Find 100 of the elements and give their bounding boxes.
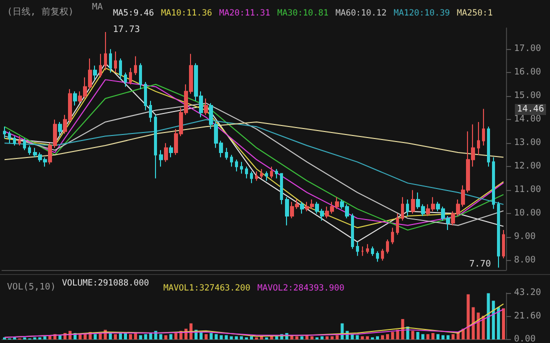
candlestick xyxy=(154,114,157,179)
bar xyxy=(129,334,132,340)
bar xyxy=(169,334,172,340)
candlestick xyxy=(401,196,404,222)
bar xyxy=(78,334,82,340)
candlestick xyxy=(366,244,369,254)
bar xyxy=(310,336,314,340)
text: MA5:9.46 xyxy=(113,8,154,18)
candlestick xyxy=(497,201,500,268)
bar xyxy=(381,335,384,340)
bar xyxy=(336,335,339,340)
bar xyxy=(234,336,238,340)
candlestick xyxy=(13,136,16,146)
bar xyxy=(411,330,414,340)
candlestick xyxy=(204,98,208,116)
candlestick xyxy=(245,166,248,179)
text: MA250:1 xyxy=(456,8,493,18)
candlestick xyxy=(99,53,102,78)
bar xyxy=(421,334,424,340)
bar xyxy=(356,335,359,340)
bar xyxy=(139,335,142,340)
candlestick xyxy=(275,168,278,179)
y-tick-label: 21.60 xyxy=(514,311,542,322)
bar xyxy=(270,336,274,340)
candlestick xyxy=(477,121,480,156)
candlestick xyxy=(58,121,62,137)
text: MA60:10.12 xyxy=(335,8,387,18)
bar xyxy=(108,333,112,340)
candlestick xyxy=(104,31,107,71)
bar xyxy=(43,336,46,340)
line-series xyxy=(4,102,504,226)
candlestick xyxy=(381,248,384,262)
candlestick xyxy=(169,144,173,158)
bar xyxy=(466,294,470,340)
candlestick xyxy=(406,199,409,216)
text: MA30:10.81 xyxy=(277,8,328,18)
candlestick xyxy=(235,159,238,172)
candlestick xyxy=(18,136,21,146)
y-tick-label: 17.00 xyxy=(514,44,542,54)
y-tick-label: 43.20 xyxy=(514,288,542,298)
chart-subtitle: (日线, 前复权) xyxy=(7,6,74,18)
line-series xyxy=(4,308,504,338)
candlestick xyxy=(300,201,304,214)
candlestick xyxy=(492,156,495,210)
text: MA120:10.39 xyxy=(394,8,450,18)
line-series xyxy=(4,119,504,205)
candlestick xyxy=(28,144,31,156)
text: 14.46 xyxy=(516,104,544,114)
bar xyxy=(214,334,218,340)
candlestick xyxy=(356,241,359,256)
bar xyxy=(436,334,440,340)
y-tick-label: 8.00 xyxy=(514,256,536,266)
candlestick xyxy=(23,138,26,151)
bar xyxy=(250,336,253,340)
bar xyxy=(416,332,420,340)
bar xyxy=(240,336,243,340)
candlestick xyxy=(265,170,268,182)
candlestick xyxy=(129,67,132,85)
candlestick xyxy=(164,142,168,162)
bar xyxy=(492,300,495,340)
bar xyxy=(159,334,162,340)
bar xyxy=(426,334,430,340)
text: MAVOL2:284393.900 xyxy=(257,284,344,294)
bar xyxy=(174,333,178,340)
legend-title: MA xyxy=(92,2,104,12)
candlestick xyxy=(411,190,415,214)
bar xyxy=(446,335,450,340)
bar xyxy=(260,336,264,340)
chart-title: VOL(5,10) xyxy=(7,282,56,292)
candlestick xyxy=(119,58,122,80)
candlestick xyxy=(386,238,389,254)
text: MAVOL1:327463.200 xyxy=(163,284,250,294)
bar xyxy=(360,336,364,340)
bar xyxy=(320,336,324,340)
bar xyxy=(472,307,475,340)
bar xyxy=(366,336,369,340)
candlestick xyxy=(93,65,97,80)
candlestick xyxy=(139,62,142,90)
candlestick xyxy=(240,161,243,174)
candlestick xyxy=(376,250,379,262)
candlestick xyxy=(3,126,6,139)
candlestick xyxy=(351,213,354,250)
y-tick-label: 13.00 xyxy=(514,138,542,148)
y-tick-label: 12.00 xyxy=(514,162,542,172)
candlestick xyxy=(124,72,127,88)
annotation: 17.73 xyxy=(112,24,140,35)
candlestick xyxy=(361,246,364,256)
bar xyxy=(295,336,298,340)
bar xyxy=(200,332,203,340)
bar xyxy=(376,336,379,340)
candlestick xyxy=(134,56,137,76)
bar xyxy=(330,336,334,340)
bar xyxy=(149,333,152,340)
candlestick xyxy=(144,82,147,111)
y-tick-label: 9.00 xyxy=(514,232,536,242)
bar xyxy=(476,312,480,340)
text: MA20:11.31 xyxy=(219,8,270,18)
bar xyxy=(300,336,304,340)
candlestick xyxy=(285,196,289,226)
candlestick xyxy=(371,246,374,256)
